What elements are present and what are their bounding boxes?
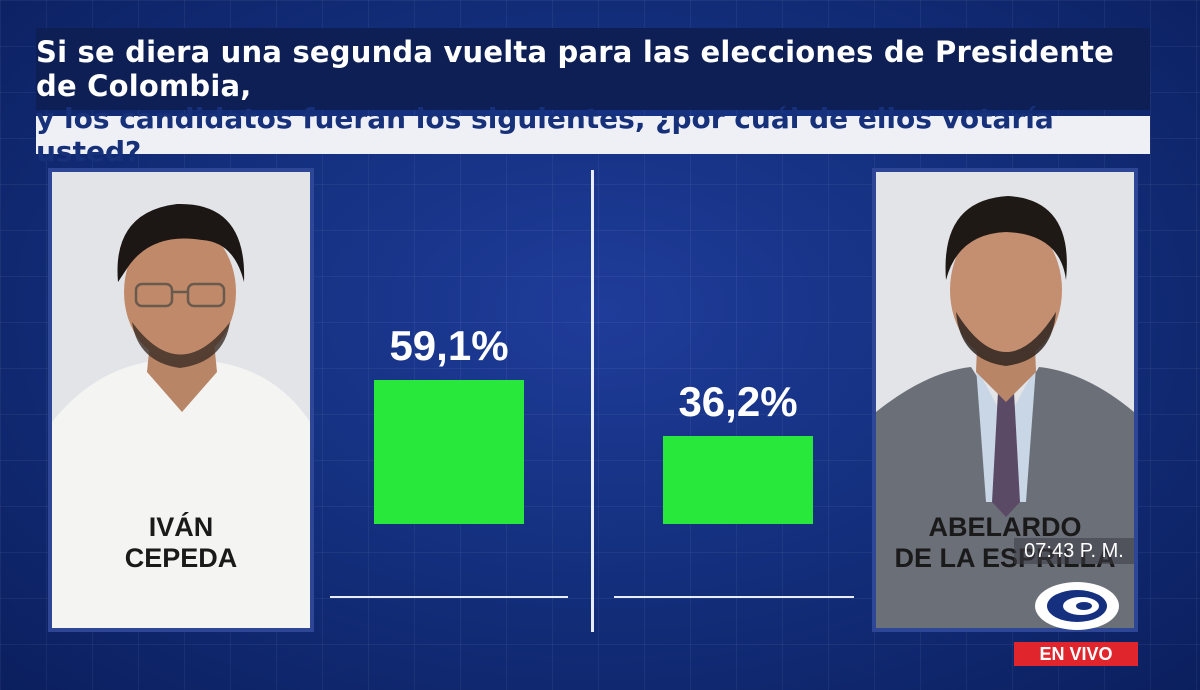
baseline-right <box>614 596 854 598</box>
question-line-1: Si se diera una segunda vuelta para las … <box>36 28 1150 110</box>
candidate-name-left-line1: IVÁN <box>148 512 214 542</box>
bar-ivan-cepeda <box>374 380 524 524</box>
question-line-2: y los candidatos fueran los siguientes, … <box>36 102 1150 168</box>
baseline-left <box>330 596 568 598</box>
caracol-logo-icon <box>1035 582 1119 630</box>
candidate-name-right-line1: ABELARDO <box>928 512 1082 542</box>
broadcast-time: 07:43 P. M. <box>1014 538 1134 564</box>
candidate-card-left: IVÁN CEPEDA <box>48 168 314 632</box>
value-label-ivan-cepeda: 59,1% <box>389 322 509 369</box>
candidate-portrait-left <box>52 203 310 628</box>
candidate-name-left-line2: CEPEDA <box>124 543 238 573</box>
bar-abelardo-de-la-esprilla <box>663 436 813 524</box>
live-badge: EN VIVO <box>1014 642 1138 666</box>
value-label-abelardo-de-la-esprilla: 36,2% <box>678 378 798 425</box>
candidate-card-right: ABELARDO DE LA ESPRILLA <box>872 168 1138 632</box>
center-divider <box>591 170 594 632</box>
candidate-name-left: IVÁN CEPEDA <box>52 512 310 574</box>
